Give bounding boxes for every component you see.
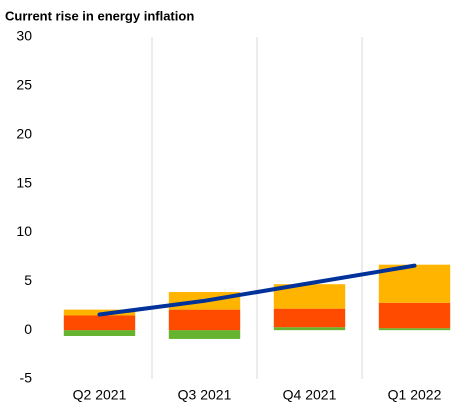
y-tick-label: 0 — [24, 321, 32, 337]
y-tick-label: 25 — [16, 77, 32, 93]
bar-segment — [378, 328, 451, 331]
bar-segment — [273, 308, 346, 328]
bar-segment — [273, 327, 346, 331]
bar-segment — [378, 302, 451, 329]
bar-segment — [63, 315, 136, 331]
line — [97, 263, 417, 317]
y-tick-label: 5 — [24, 272, 32, 288]
x-tick-label: Q2 2021 — [73, 387, 127, 403]
y-tick-label: 20 — [16, 125, 32, 141]
y-tick-label: 30 — [16, 28, 32, 44]
bar-segment — [168, 309, 241, 331]
y-tick-label: 15 — [16, 174, 32, 190]
bar-segment — [168, 330, 241, 339]
x-tick-label: Q1 2022 — [388, 387, 442, 403]
y-tick-label: -5 — [20, 370, 33, 386]
y-tick-label: 10 — [16, 223, 32, 239]
x-tick-label: Q3 2021 — [178, 387, 232, 403]
bar-segment — [63, 330, 136, 337]
chart-title: Current rise in energy inflation — [5, 8, 194, 23]
x-tick-label: Q4 2021 — [283, 387, 337, 403]
